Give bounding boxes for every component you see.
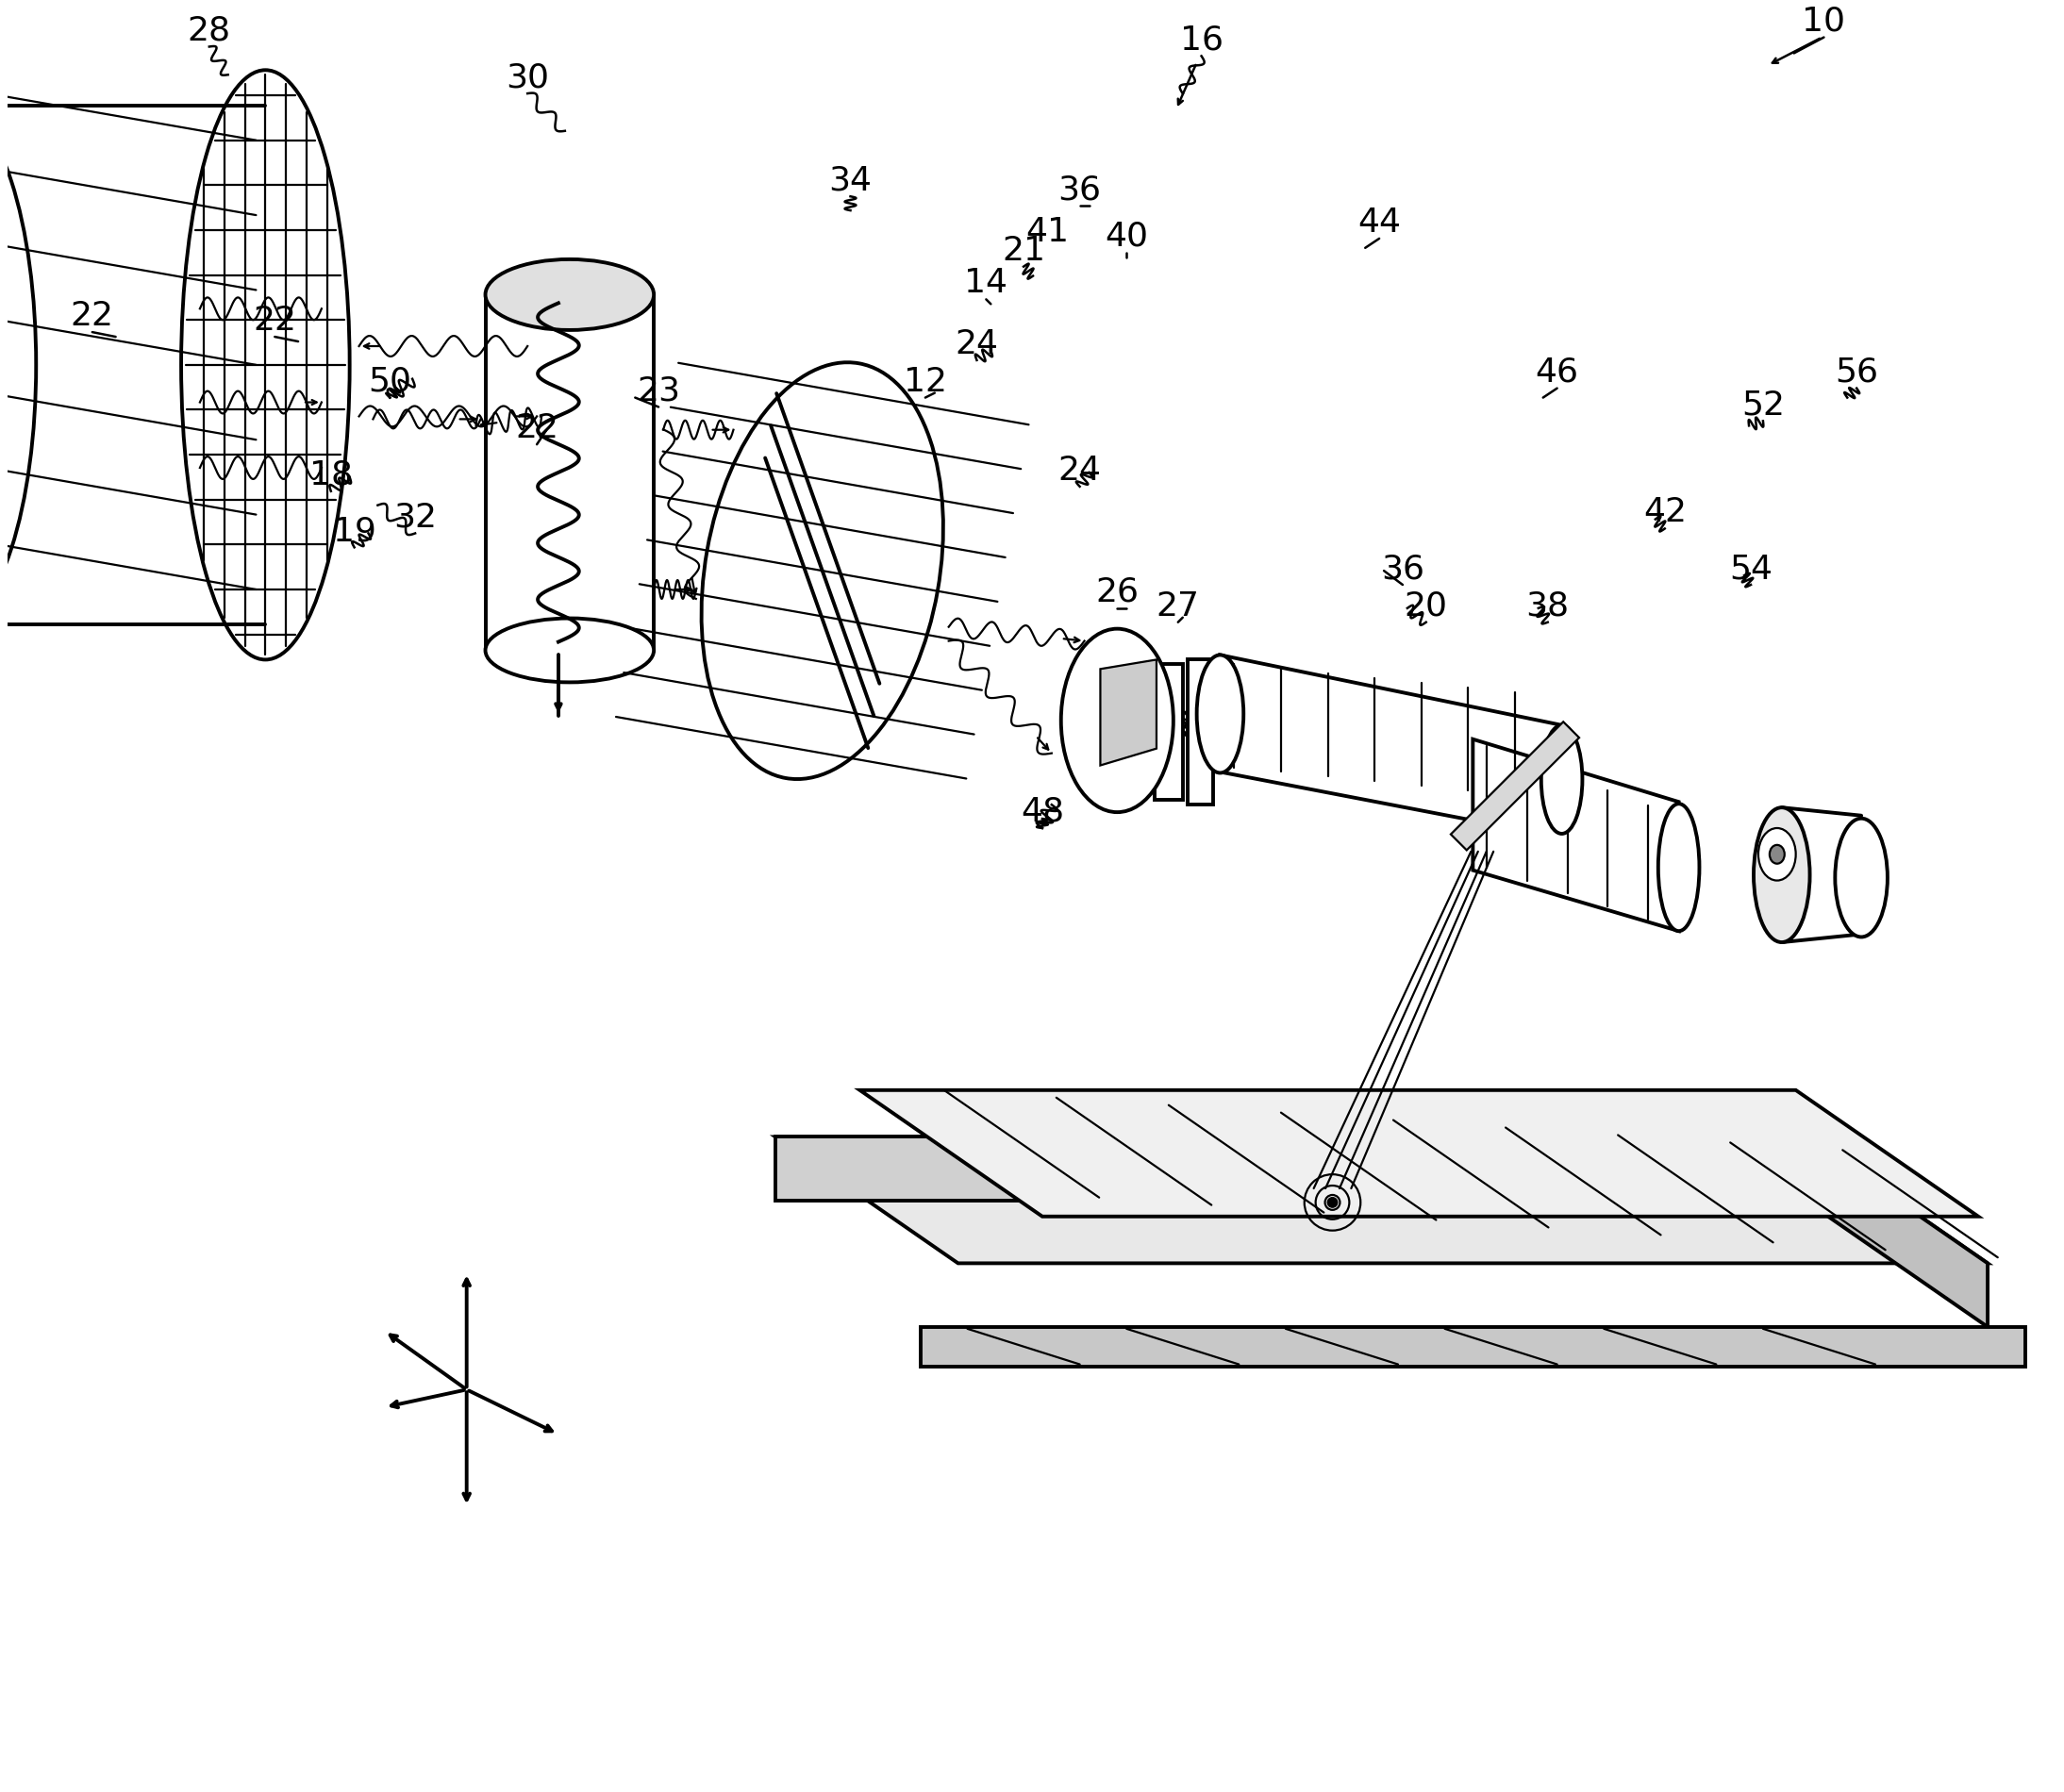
- Text: 27: 27: [1156, 590, 1199, 622]
- Text: 52: 52: [1742, 389, 1785, 421]
- Ellipse shape: [485, 260, 654, 330]
- Text: 18: 18: [310, 459, 353, 491]
- Polygon shape: [1187, 659, 1214, 805]
- Polygon shape: [861, 1090, 1977, 1217]
- Polygon shape: [1220, 654, 1562, 837]
- Text: 19: 19: [332, 516, 376, 547]
- Polygon shape: [921, 1326, 2025, 1366]
- Text: 23: 23: [638, 375, 681, 407]
- Text: 22: 22: [516, 412, 559, 444]
- Polygon shape: [1154, 665, 1183, 799]
- Polygon shape: [776, 1136, 1988, 1263]
- Text: 40: 40: [1104, 220, 1148, 253]
- Text: 30: 30: [506, 61, 549, 93]
- Text: 24: 24: [956, 328, 999, 360]
- Polygon shape: [1474, 738, 1678, 932]
- Text: 14: 14: [964, 267, 1007, 299]
- Text: 20: 20: [1404, 590, 1447, 622]
- Text: 22: 22: [254, 305, 297, 337]
- Text: 22: 22: [70, 299, 114, 332]
- Text: 34: 34: [830, 165, 873, 197]
- Text: 16: 16: [1181, 23, 1224, 56]
- Polygon shape: [1100, 659, 1156, 765]
- Polygon shape: [1451, 722, 1579, 849]
- Ellipse shape: [1657, 805, 1699, 932]
- Text: 32: 32: [394, 502, 438, 534]
- Ellipse shape: [1835, 819, 1886, 937]
- Text: 54: 54: [1730, 552, 1773, 584]
- Ellipse shape: [1542, 726, 1583, 833]
- Text: 21: 21: [1001, 235, 1044, 267]
- Polygon shape: [776, 1136, 1806, 1201]
- Text: 38: 38: [1525, 590, 1569, 622]
- Text: 56: 56: [1835, 357, 1878, 389]
- Text: 12: 12: [904, 366, 947, 398]
- Text: 24: 24: [1059, 455, 1102, 486]
- Text: 28: 28: [188, 14, 231, 47]
- Text: 10: 10: [1802, 5, 1845, 38]
- Text: 26: 26: [1096, 575, 1139, 607]
- Circle shape: [1327, 1197, 1337, 1208]
- Ellipse shape: [1754, 808, 1810, 943]
- Ellipse shape: [1769, 846, 1785, 864]
- Text: 50: 50: [367, 366, 411, 398]
- Text: 48: 48: [1020, 796, 1065, 828]
- Text: 42: 42: [1643, 496, 1686, 529]
- Text: 36: 36: [1059, 174, 1102, 206]
- Ellipse shape: [1197, 654, 1243, 772]
- Ellipse shape: [702, 362, 943, 780]
- Ellipse shape: [1061, 629, 1172, 812]
- Text: 44: 44: [1358, 206, 1401, 238]
- Text: 46: 46: [1536, 357, 1579, 389]
- Text: 41: 41: [1026, 215, 1069, 247]
- Ellipse shape: [1759, 828, 1796, 880]
- Text: 36: 36: [1381, 552, 1424, 584]
- Polygon shape: [1806, 1136, 1988, 1326]
- Ellipse shape: [485, 618, 654, 683]
